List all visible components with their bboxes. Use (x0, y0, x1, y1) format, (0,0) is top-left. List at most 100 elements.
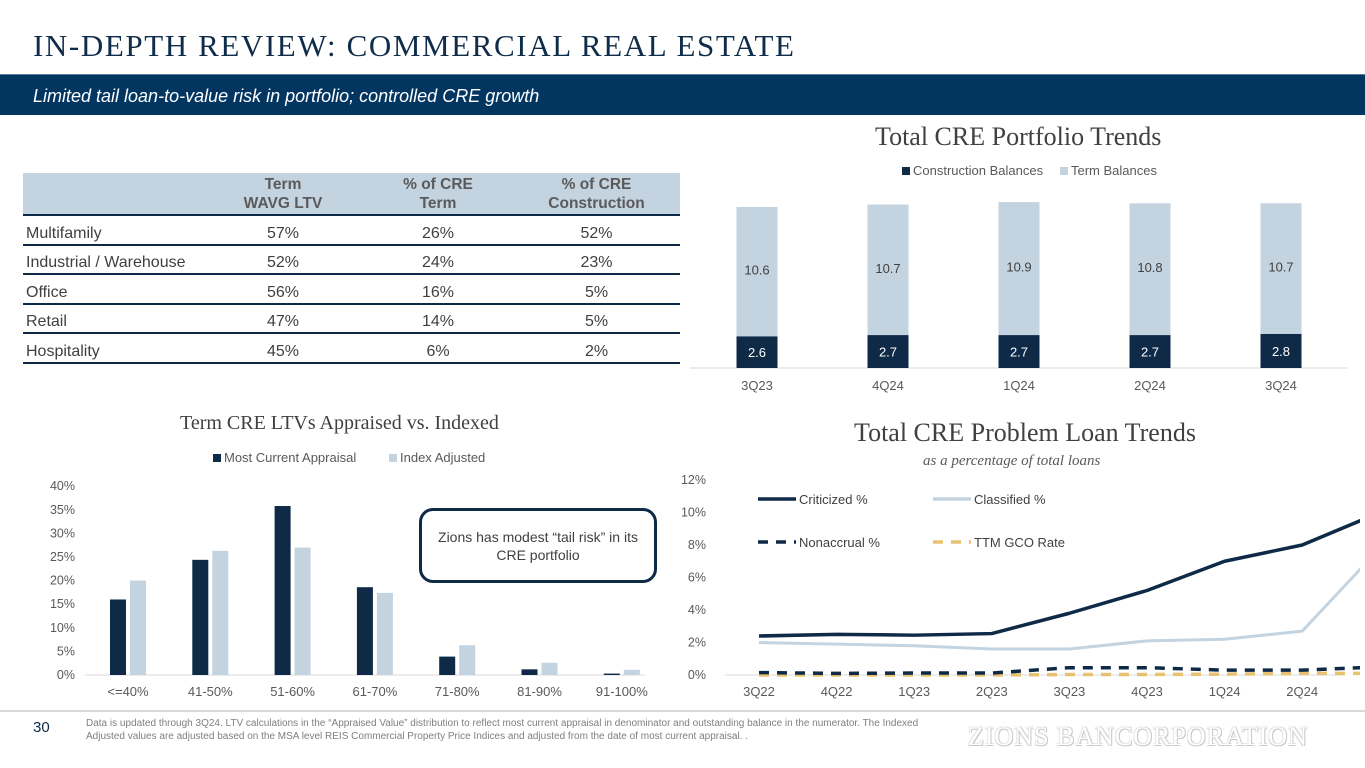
table-row: Retail 47% 14% 5% (23, 303, 680, 334)
x-tick-label: 4Q23 (1131, 684, 1163, 699)
y-tick-label: 0% (57, 668, 75, 682)
zions-logo: ZIONS BANCORPORATION (968, 722, 1308, 751)
bar-term (736, 206, 778, 337)
x-tick-label: 91-100% (596, 684, 648, 699)
cell-pct-cre-construction: 5% (513, 303, 680, 334)
bar-most-current-appraisal (356, 587, 373, 675)
problem-chart-subtitle: as a percentage of total loans (923, 453, 1101, 469)
problem-loan-chart: 0% 2% 4% 6% 8% 10% 12% 3Q22 4Q22 1Q23 2Q23 3Q23 4Q23… (681, 473, 1360, 699)
bar-most-current-appraisal (110, 599, 126, 675)
x-tick-label: 81-90% (517, 684, 562, 699)
header-line: Term (419, 194, 457, 212)
series-line-classified (758, 567, 1360, 651)
x-tick-label: 71-80% (435, 684, 480, 699)
footer-divider (0, 710, 1365, 712)
y-tick-label: 20% (50, 574, 75, 588)
table-row: Office 56% 16% 5% (23, 274, 680, 305)
data-label: 2.7 (1010, 345, 1028, 360)
cell-pct-cre-term: 26% (363, 215, 513, 246)
bar-term (1129, 203, 1171, 336)
x-tick-label: 3Q23 (741, 378, 773, 393)
legend-label: Most Current Appraisal (224, 450, 357, 465)
table-header-row: Term WAVG LTV % of CRE Term % of CRE Constr… (23, 173, 680, 216)
bar-most-current-appraisal (603, 673, 620, 675)
portfolio-chart-title: Total CRE Portfolio Trends (875, 122, 1162, 151)
y-tick-label: 0% (688, 668, 706, 682)
cell-term-wavg-ltv: 57% (203, 215, 363, 246)
y-tick-label: 40% (50, 479, 75, 493)
bar-term (1260, 203, 1302, 334)
y-tick-label: 25% (50, 550, 75, 564)
header-line: WAVG LTV (243, 194, 323, 212)
table-header-pct-cre-construction: % of CRE Construction (513, 173, 680, 216)
data-label: 10.9 (1006, 260, 1031, 275)
x-tick-label: 2Q24 (1134, 378, 1166, 393)
legend-label: Term Balances (1071, 163, 1157, 178)
cell-pct-cre-term: 6% (363, 333, 513, 364)
legend-term-balances: Term Balances (1060, 163, 1157, 178)
bar-term (998, 202, 1040, 336)
x-tick-label: 1Q24 (1003, 378, 1035, 393)
x-tick-label: 61-70% (352, 684, 397, 699)
legend-swatch (213, 453, 221, 462)
data-label: 2.7 (1141, 345, 1159, 360)
legend-label: Classified % (974, 492, 1046, 507)
legend-swatch (902, 166, 910, 175)
ltv-chart-title: Term CRE LTVs Appraised vs. Indexed (180, 412, 499, 434)
x-tick-label: 2Q24 (1286, 684, 1318, 699)
bar-index-adjusted (541, 662, 558, 675)
data-label: 2.7 (879, 345, 897, 360)
bar-index-adjusted (130, 580, 146, 675)
y-tick-label: 15% (50, 597, 75, 611)
series-line-nonaccrual (758, 665, 1360, 676)
y-tick-label: 10% (50, 621, 75, 635)
legend-label: Construction Balances (913, 163, 1044, 178)
bar-most-current-appraisal (274, 506, 291, 675)
header-line: % of CRE (403, 175, 473, 193)
cell-pct-cre-term: 24% (363, 244, 513, 275)
y-tick-label: 30% (50, 526, 75, 540)
bar-term (867, 204, 909, 336)
legend-index-adjusted: Index Adjusted (389, 450, 485, 465)
table-row: Hospitality 45% 6% 2% (23, 333, 680, 364)
header-line: Term (264, 175, 302, 193)
table-header-pct-cre-term: % of CRE Term (363, 173, 513, 216)
legend-swatch (389, 453, 397, 462)
data-label: 10.7 (1268, 260, 1293, 275)
data-label: 10.7 (875, 261, 900, 276)
legend-swatch (1060, 166, 1068, 175)
bar-construction (1129, 335, 1171, 368)
bar-index-adjusted (459, 645, 476, 675)
x-tick-label: 3Q22 (743, 684, 775, 699)
legend-label: Criticized % (799, 492, 868, 507)
series-line-ttm-gco-rate (759, 671, 1360, 677)
bar-construction (998, 335, 1040, 368)
y-tick-label: 5% (57, 644, 75, 658)
x-tick-label: <=40% (107, 684, 149, 699)
footnote: Data is updated through 3Q24. LTV calcul… (86, 718, 919, 742)
x-tick-label: 1Q24 (1209, 684, 1241, 699)
bar-most-current-appraisal (439, 656, 456, 675)
page-number: 30 (33, 719, 50, 736)
data-label: 2.8 (1272, 344, 1290, 359)
cell-term-wavg-ltv: 47% (203, 303, 363, 334)
bar-index-adjusted (376, 592, 393, 675)
bar-construction (736, 336, 778, 368)
header-line: % of CRE (561, 175, 632, 193)
header-line: Construction (548, 194, 645, 212)
row-label: Hospitality (23, 333, 203, 364)
x-tick-label: 4Q22 (821, 684, 853, 699)
table-header-blank (23, 173, 203, 216)
bar-construction (1260, 333, 1302, 368)
cell-pct-cre-construction: 2% (513, 333, 680, 364)
legend-label: TTM GCO Rate (974, 535, 1065, 550)
problem-chart-title: Total CRE Problem Loan Trends (854, 418, 1196, 447)
tail-risk-callout: Zions has modest “tail risk” in its CRE … (419, 508, 657, 583)
x-tick-label: 1Q23 (898, 684, 930, 699)
cell-term-wavg-ltv: 56% (203, 274, 363, 305)
row-label: Retail (23, 303, 203, 334)
x-tick-label: 3Q23 (1053, 684, 1085, 699)
y-tick-label: 8% (688, 538, 706, 552)
data-label: 10.8 (1137, 260, 1162, 275)
series-line-criticized (758, 518, 1360, 638)
